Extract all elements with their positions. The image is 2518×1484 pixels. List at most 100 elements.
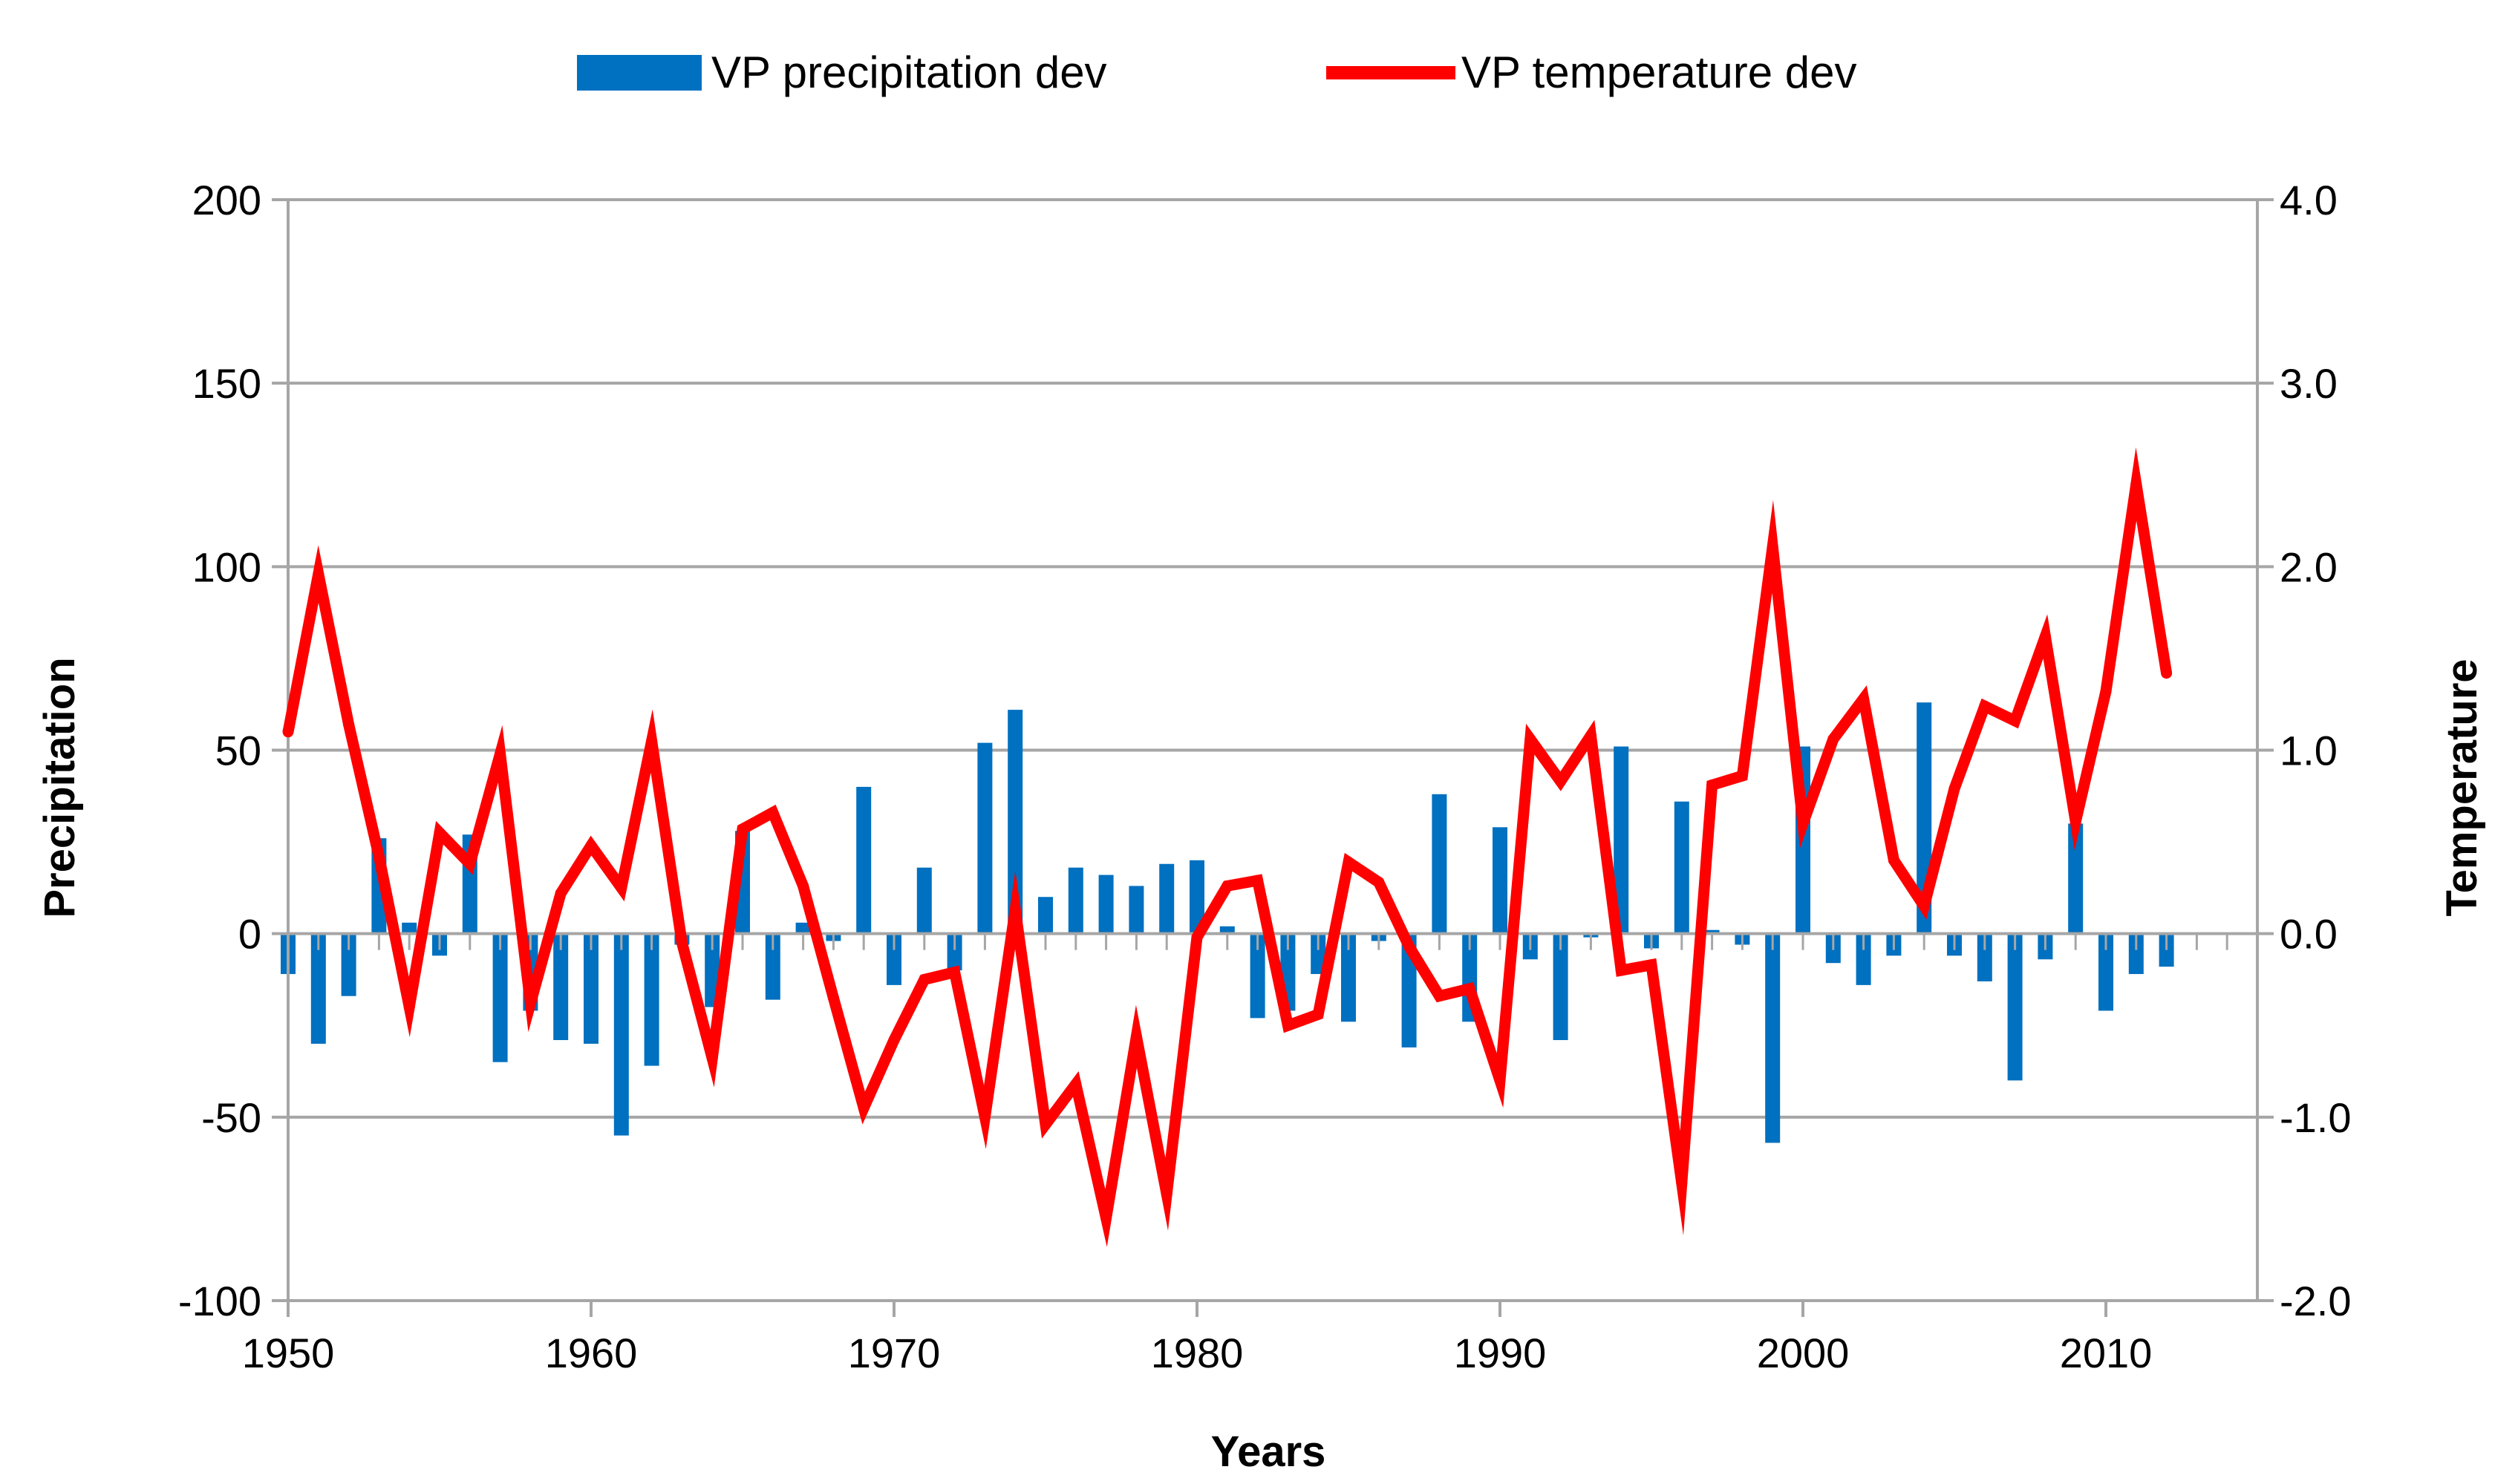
- temperature-point-1990: [1494, 1074, 1506, 1086]
- y-right-tick-label-5: 3.0: [2280, 360, 2338, 407]
- x-axis-title: Years: [1211, 1428, 1326, 1476]
- y-right-tick-label-1: -1.0: [2280, 1094, 2352, 1141]
- precip-bar-1988: [1432, 794, 1447, 934]
- temperature-point-1993: [1585, 730, 1596, 742]
- temperature-point-1954: [403, 1001, 415, 1013]
- temperature-point-1956: [464, 858, 476, 870]
- precip-bar-1972: [947, 933, 962, 971]
- temperature-point-1953: [373, 851, 385, 863]
- temperature-point-1964: [706, 1053, 718, 1065]
- temperature-point-2007: [2009, 715, 2021, 727]
- x-tick-label-3: 1980: [1151, 1330, 1244, 1376]
- precip-bar-2007: [2007, 933, 2023, 1081]
- y-left-tick-label-4: 100: [192, 543, 261, 590]
- legend-label-precipitation: VP precipitation dev: [711, 48, 1107, 97]
- y-left-tick-label-1: -50: [201, 1094, 261, 1141]
- temperature-point-1973: [979, 1111, 991, 1123]
- y-left-tick-label-0: -100: [178, 1278, 261, 1324]
- precip-bar-1967: [795, 922, 811, 934]
- temperature-point-1992: [1555, 776, 1567, 788]
- temperature-point-1969: [858, 1102, 870, 1114]
- temperature-point-2009: [2069, 816, 2081, 828]
- precip-bar-1977: [1098, 875, 1114, 934]
- temperature-point-1957: [495, 748, 506, 759]
- temperature-point-2000: [1797, 817, 1809, 829]
- x-tick-label-6: 2010: [2060, 1330, 2153, 1376]
- precip-bar-1985: [1341, 933, 1356, 1022]
- temperature-point-1952: [343, 719, 355, 730]
- temperature-point-2001: [1827, 733, 1839, 745]
- temperature-point-2004: [1918, 900, 1930, 912]
- temperature-point-1981: [1222, 880, 1233, 892]
- precip-bar-1957: [492, 933, 508, 1062]
- legend-label-temperature: VP temperature dev: [1461, 48, 1857, 97]
- precip-bar-1990: [1493, 827, 1507, 934]
- y-left-tick-label-3: 50: [215, 728, 261, 774]
- temperature-point-1971: [919, 973, 930, 985]
- legend: VP precipitation dev VP temperature dev: [577, 48, 1857, 97]
- precip-bar-1974: [1008, 710, 1023, 934]
- temperature-point-1961: [616, 882, 627, 894]
- precip-bar-1999: [1765, 933, 1781, 1143]
- legend-bar-swatch: [577, 55, 702, 91]
- precip-bar-1994: [1614, 746, 1629, 934]
- y-right-tick-label-3: 1.0: [2280, 728, 2338, 774]
- precip-bar-1954: [402, 922, 417, 934]
- temperature-point-1998: [1736, 770, 1748, 782]
- precip-bar-1984: [1311, 933, 1326, 975]
- axes: [272, 198, 2274, 1317]
- tick-labels: -100 -50 0 50 100 150 200 -2.0 -1.0 0.0 1.0 2.0 3.0 4…: [178, 177, 2352, 1376]
- precip-bar-2012: [2159, 933, 2174, 967]
- precip-bar-1969: [856, 786, 872, 934]
- temperature-point-1986: [1373, 876, 1385, 888]
- temperature-point-1965: [737, 823, 748, 835]
- temperature-point-1962: [646, 735, 658, 747]
- y-right-tick-label-2: 0.0: [2280, 911, 2338, 958]
- precip-bar-1951: [310, 933, 326, 1044]
- y-left-tick-label-5: 150: [192, 360, 261, 407]
- y-left-tick-label-6: 200: [192, 177, 261, 223]
- precip-bar-2006: [1977, 933, 1992, 981]
- temperature-point-1989: [1464, 983, 1475, 995]
- precip-bar-1961: [613, 933, 629, 1136]
- temperature-point-2005: [1948, 782, 1960, 794]
- temperature-point-1983: [1282, 1019, 1294, 1031]
- y-right-tick-label-0: -2.0: [2280, 1278, 2352, 1324]
- y-right-tick-label-6: 4.0: [2280, 177, 2338, 223]
- temperature-point-2006: [1979, 700, 1991, 712]
- x-tick-label-0: 1950: [242, 1330, 335, 1376]
- temperature-point-1978: [1130, 1030, 1142, 1042]
- x-tick-label-5: 2000: [1757, 1330, 1850, 1376]
- temperature-point-1970: [888, 1034, 900, 1046]
- temperature-point-1997: [1706, 779, 1718, 791]
- precip-bar-1975: [1038, 897, 1053, 934]
- temperature-point-2002: [1858, 693, 1870, 705]
- precip-bar-2009: [2068, 823, 2084, 934]
- temperature-point-1966: [767, 807, 779, 819]
- temperature-point-1980: [1191, 932, 1203, 944]
- temperature-point-1950: [282, 726, 294, 738]
- y-left-tick-label-2: 0: [238, 911, 261, 958]
- precip-bar-1996: [1674, 801, 1689, 934]
- x-tick-label-4: 1990: [1454, 1330, 1547, 1376]
- precip-bar-1979: [1159, 863, 1175, 934]
- precip-bar-1997: [1704, 929, 1720, 934]
- temperature-point-1988: [1433, 990, 1445, 1002]
- y-axis-right-title: Temperature: [2438, 658, 2486, 916]
- precip-bar-2010: [2098, 933, 2113, 1011]
- temperature-point-1974: [1009, 904, 1021, 916]
- precip-bar-1992: [1553, 933, 1568, 1041]
- temperature-point-1958: [524, 998, 536, 1010]
- precip-bar-2002: [1856, 933, 1871, 985]
- precip-bar-1980: [1190, 860, 1204, 934]
- temperature-point-2010: [2100, 685, 2112, 697]
- precip-bar-1959: [553, 933, 569, 1041]
- temperature-point-1951: [313, 568, 324, 580]
- temperature-point-1996: [1676, 1177, 1688, 1189]
- temperature-point-1985: [1343, 856, 1354, 868]
- temperature-point-1999: [1767, 540, 1778, 552]
- temperature-point-1987: [1403, 941, 1415, 952]
- temperature-point-2008: [2039, 630, 2051, 642]
